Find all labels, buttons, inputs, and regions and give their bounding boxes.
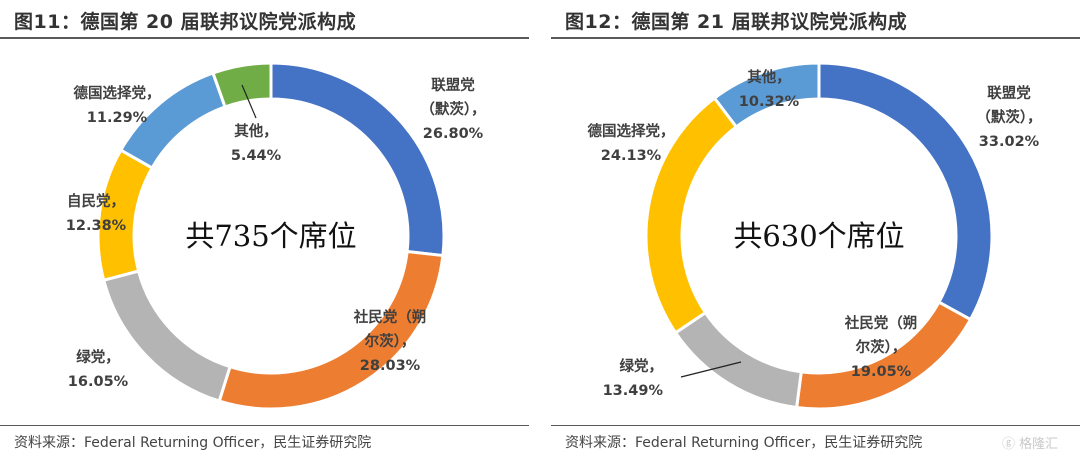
slice-label-3: 绿党， 16.05% xyxy=(68,348,129,390)
leader-line xyxy=(241,84,257,119)
chart-panel-21st-bundestag: 图12：德国第 21 届联邦议院党派构成 联盟党（默茨）， 33.02% 社民党（朔… xyxy=(551,0,1080,462)
donut-slice-5 xyxy=(712,61,821,129)
donut-chart-20th: 联盟党（默茨）， 26.80% 社民党（朔尔茨）， 28.03% 绿党， 16.05% 自民… xyxy=(66,61,486,411)
slice-label-6: 其他， 5.44% xyxy=(231,122,282,164)
center-seat-total: 共735个席位 xyxy=(185,219,356,253)
donut-slice-4 xyxy=(96,148,155,283)
slice-label-1: 联盟党（默茨）， 26.80% xyxy=(420,76,485,142)
title-divider xyxy=(0,37,529,39)
donut-slice-6 xyxy=(211,61,273,109)
chart-panel-20th-bundestag: 图11：德国第 20 届联邦议院党派构成 联盟党（默茨）， 26.80% 社民党（朔… xyxy=(0,0,529,462)
slice-label-5: 其他， 10.32% xyxy=(739,68,800,110)
slice-label-5: 德国选择党， 11.29% xyxy=(74,84,161,126)
chart-title: 图11：德国第 20 届联邦议院党派构成 xyxy=(14,11,357,33)
slice-label-3: 绿党， 13.49% xyxy=(603,357,664,399)
donut-slice-1 xyxy=(817,61,994,322)
watermark-logo: ⓖ 格隆汇 xyxy=(1002,437,1059,452)
slice-label-1: 联盟党（默茨）， 33.02% xyxy=(976,84,1041,150)
source-divider xyxy=(0,425,529,426)
slice-label-4: 自民党， 12.38% xyxy=(66,192,127,234)
title-divider xyxy=(551,37,1080,39)
slice-label-4: 德国选择党， 24.13% xyxy=(588,122,675,164)
slice-label-2: 社民党（朔尔茨）， 28.03% xyxy=(353,308,427,374)
donut-slice-2 xyxy=(217,249,445,411)
donut-slice-3 xyxy=(673,310,803,410)
chart-title: 图12：德国第 21 届联邦议院党派构成 xyxy=(565,11,908,33)
donut-chart-21st: 联盟党（默茨）， 33.02% 社民党（朔尔茨）， 19.05% 绿党， 13.49% 德国… xyxy=(588,61,1042,411)
center-seat-total: 共630个席位 xyxy=(733,219,904,253)
slice-label-2: 社民党（朔尔茨）， 19.05% xyxy=(844,314,918,380)
source-note: 资料来源：Federal Returning Officer，民生证券研究院 xyxy=(565,435,923,451)
source-note: 资料来源：Federal Returning Officer，民生证券研究院 xyxy=(14,435,372,451)
leader-line xyxy=(680,361,742,378)
source-divider xyxy=(551,425,1080,426)
